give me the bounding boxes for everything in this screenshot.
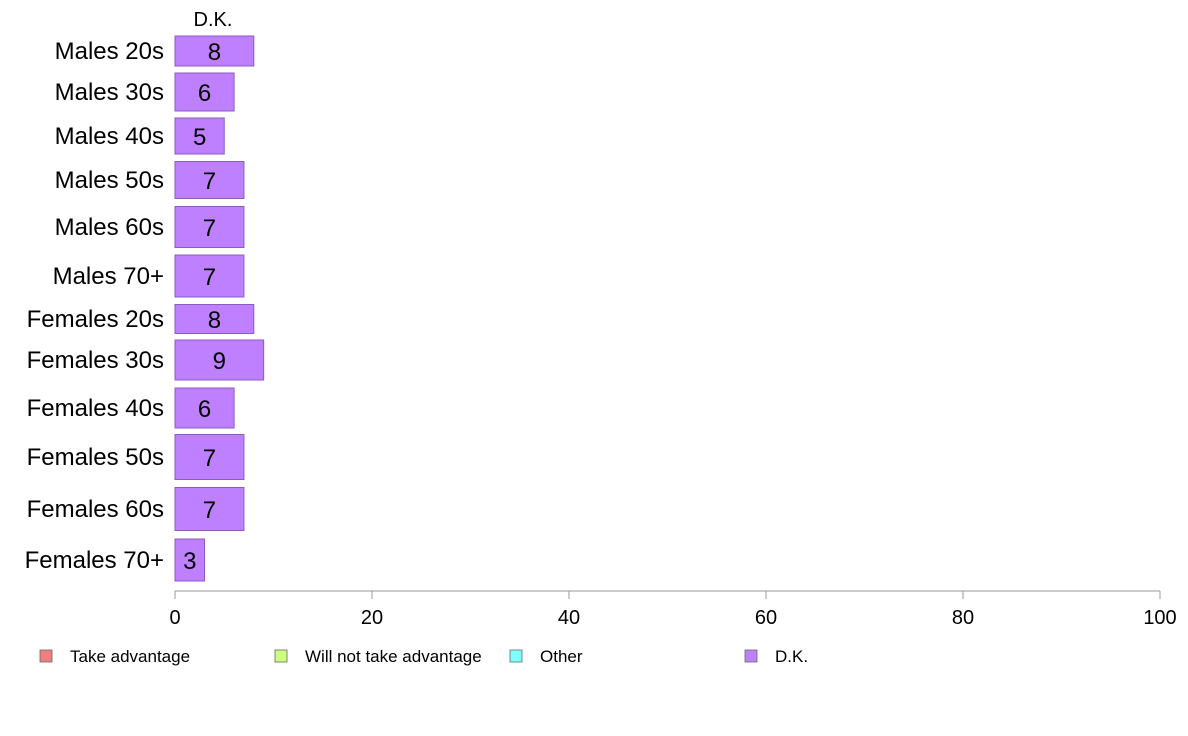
x-tick-label: 80 — [952, 607, 974, 629]
bar-d-k--8 — [174, 387, 235, 429]
value-label: 6 — [198, 80, 211, 107]
category-labels: Males 20s Males 30s Males 40s Males 50s Male… — [25, 38, 164, 574]
legend-item: Will not take advantage — [274, 647, 482, 666]
legend-label: Take advantage — [70, 647, 190, 666]
value-label: 6 — [198, 396, 211, 423]
bar-d-k--10 — [174, 487, 245, 531]
value-label: 7 — [203, 264, 216, 291]
category-label: Females 20s — [27, 306, 164, 333]
category-label: Females 30s — [27, 347, 164, 374]
bar-d-k--4 — [174, 206, 245, 248]
value-label: 7 — [203, 168, 216, 195]
category-label: Females 60s — [27, 496, 164, 523]
bar-d-k--1 — [174, 72, 235, 112]
value-label: 9 — [213, 348, 226, 375]
legend-item: Other — [509, 647, 583, 666]
legend-swatch — [509, 649, 523, 663]
x-tick-label: 20 — [361, 607, 383, 629]
value-label: 7 — [203, 215, 216, 242]
bar-d-k--3 — [174, 161, 245, 199]
category-label: Males 30s — [55, 79, 164, 106]
value-label: 8 — [208, 307, 221, 334]
x-tick-label: 60 — [755, 607, 777, 629]
legend: Take advantage Will not take advantage Oth… — [39, 647, 808, 666]
category-label: Males 20s — [55, 38, 164, 65]
legend-item: Take advantage — [39, 647, 190, 666]
category-label: Females 70+ — [25, 547, 164, 574]
category-label: Males 70+ — [53, 263, 164, 290]
x-tick-label: 0 — [169, 607, 180, 629]
legend-label: Other — [540, 647, 583, 666]
value-label: 7 — [203, 497, 216, 524]
x-axis: 0 20 40 60 80 100 — [169, 590, 1177, 629]
x-tick-label: 100 — [1143, 607, 1176, 629]
bar-d-k--0 — [174, 35, 255, 67]
value-label: 7 — [203, 445, 216, 472]
category-label: Females 40s — [27, 395, 164, 422]
bar-d-k--9 — [174, 434, 245, 480]
bar-d-k--5 — [174, 254, 245, 298]
bar-d-k--11 — [174, 538, 206, 582]
bar-d-k--6 — [174, 304, 255, 334]
bar-d-k--2 — [174, 117, 225, 155]
category-label: Males 60s — [55, 214, 164, 241]
legend-swatch — [274, 649, 288, 663]
legend-label: D.K. — [775, 647, 808, 666]
value-label: 8 — [208, 39, 221, 66]
category-label: Males 50s — [55, 167, 164, 194]
value-label: 5 — [193, 124, 206, 151]
bars-group — [174, 35, 265, 582]
legend-item: D.K. — [744, 647, 808, 666]
legend-swatch — [744, 649, 758, 663]
legend-label: Will not take advantage — [305, 647, 482, 666]
legend-swatch — [39, 649, 53, 663]
bar-d-k--7 — [174, 339, 265, 381]
category-label: Females 50s — [27, 444, 164, 471]
category-label: Males 40s — [55, 123, 164, 150]
value-label: 3 — [183, 548, 196, 575]
series-header: D.K. — [194, 9, 233, 31]
x-tick-label: 40 — [558, 607, 580, 629]
